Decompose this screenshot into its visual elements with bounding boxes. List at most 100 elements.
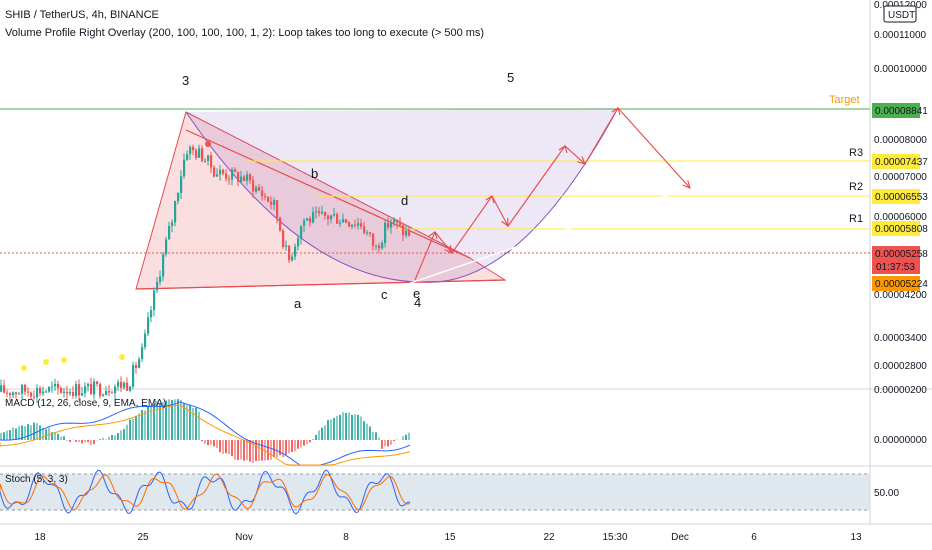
time-tick-label: 8	[343, 532, 349, 543]
candle-body	[189, 146, 192, 155]
candle-body	[180, 176, 183, 194]
macd-bar	[375, 432, 377, 440]
candle-body	[234, 169, 237, 173]
macd-bar	[18, 425, 20, 440]
macd-bar	[189, 404, 191, 440]
macd-bar	[222, 440, 224, 454]
macd-bar	[390, 440, 392, 445]
time-axis[interactable]: 18 25 Nov 8 15 22 15:30 Dec 6 13	[34, 532, 862, 543]
macd-bar	[183, 403, 185, 440]
candle-body	[369, 232, 372, 234]
candle-body	[204, 160, 207, 162]
candle-body	[96, 381, 99, 384]
candle-body	[36, 388, 39, 398]
current-price-badge	[872, 246, 920, 274]
candle-body	[72, 392, 75, 397]
macd-bar	[282, 440, 284, 458]
macd-bar	[78, 440, 80, 443]
macd-bar	[132, 418, 134, 440]
macd-bar	[159, 403, 161, 440]
candle-body	[255, 187, 258, 192]
macd-bar	[246, 440, 248, 461]
r2-text: R2	[849, 181, 863, 193]
candle-body	[21, 384, 24, 394]
candle-body	[156, 282, 159, 291]
macd-bar	[198, 411, 200, 440]
macd-bar	[387, 440, 389, 447]
wave-label-5: 5	[507, 70, 514, 85]
candle-body	[366, 232, 369, 234]
macd-bar	[318, 430, 320, 440]
macd-bar	[174, 399, 176, 440]
candle-body	[267, 196, 270, 202]
macd-bar	[60, 436, 62, 440]
macd-bar	[162, 401, 164, 440]
candle-body	[375, 245, 378, 247]
macd-bar	[300, 440, 302, 448]
macd-bar	[102, 437, 104, 440]
macd-bar	[369, 426, 371, 440]
candle-body	[264, 196, 267, 198]
stoch-d-line	[0, 473, 411, 511]
candle-body	[321, 211, 324, 214]
macd-bar	[171, 399, 173, 440]
macd-bar	[276, 440, 278, 458]
candle-body	[30, 392, 33, 397]
macd-bar	[99, 439, 101, 440]
price-axis[interactable]: 0.000120000.000110000.000100000.00008000…	[874, 0, 927, 372]
time-tick-label: 15:30	[602, 532, 627, 543]
macd-bar	[264, 440, 266, 461]
macd-bar	[21, 425, 23, 440]
candle-body	[279, 217, 282, 231]
candle-body	[210, 155, 213, 168]
candle-body	[141, 347, 144, 360]
macd-bar	[408, 432, 410, 440]
candle-body	[288, 245, 291, 261]
macd-bar	[42, 427, 44, 440]
arrowhead	[682, 180, 691, 189]
price-tick-label: 0.00010000	[874, 64, 927, 75]
signal-dot	[61, 357, 67, 363]
macd-bar	[255, 440, 257, 461]
svg-text:0.00005224: 0.00005224	[875, 279, 928, 290]
signal-dots-layer	[21, 141, 211, 371]
macd-bar	[141, 410, 143, 440]
candle-body	[261, 190, 264, 197]
candle-body	[111, 392, 114, 394]
wave-label-b: b	[311, 166, 318, 181]
candle-body	[132, 365, 135, 387]
wave-label-3: 3	[182, 73, 189, 88]
macd-bar	[309, 440, 311, 443]
candle-body	[315, 211, 318, 213]
time-tick-label: Nov	[235, 532, 253, 543]
candle-body	[3, 385, 6, 393]
macd-bar	[372, 431, 374, 440]
candle-body	[27, 391, 30, 393]
macd-bar	[393, 440, 395, 442]
candle-body	[66, 391, 69, 394]
signal-line	[0, 404, 411, 466]
candle-body	[393, 219, 396, 223]
macd-bar	[156, 400, 158, 440]
price-tick-label: 0.00002800	[874, 361, 927, 372]
price-tick-label: 0.00003400	[874, 333, 927, 344]
macd-bar	[228, 440, 230, 455]
candle-body	[213, 167, 216, 177]
candle-body	[195, 150, 198, 158]
svg-text:0.00005808: 0.00005808	[875, 224, 928, 235]
macd-bar	[306, 440, 308, 445]
candle-body	[33, 396, 36, 398]
currency-badge[interactable]	[883, 5, 917, 23]
arrowhead	[501, 217, 509, 228]
macd-bar	[225, 440, 227, 454]
macd-bar	[210, 440, 212, 445]
macd-bar	[168, 399, 170, 440]
candle-body	[306, 218, 309, 221]
candle-body	[342, 219, 345, 223]
macd-bar	[303, 440, 305, 446]
macd-bar	[402, 436, 404, 440]
macd-bar	[258, 440, 260, 462]
candle-body	[399, 222, 402, 226]
macd-bar	[315, 434, 317, 440]
